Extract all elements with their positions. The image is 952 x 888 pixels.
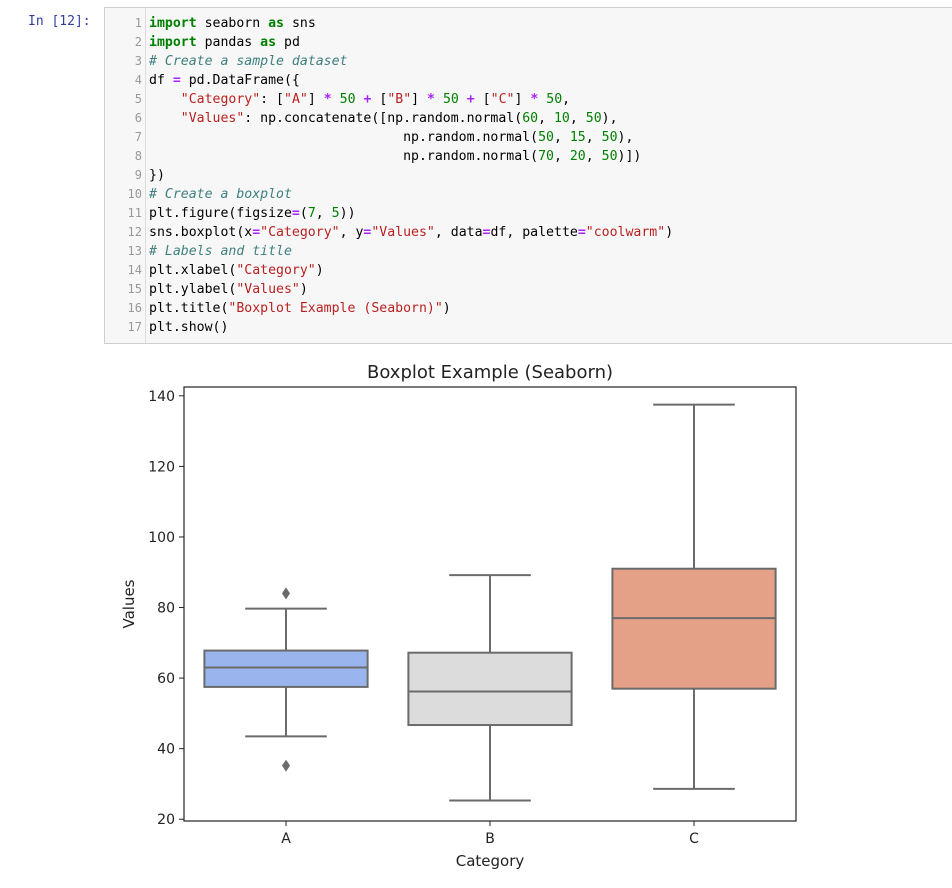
outlier-marker bbox=[282, 759, 290, 772]
line-number: 12 bbox=[127, 225, 142, 239]
line-number: 4 bbox=[134, 73, 142, 87]
line-number-gutter: 1 2 3 4 5 6 7 8 9 10 11 12 13 14 15 16 17 bbox=[105, 14, 142, 337]
y-tick-label: 40 bbox=[157, 742, 175, 758]
y-tick-label: 20 bbox=[157, 812, 175, 828]
y-axis-label: Values bbox=[120, 579, 138, 628]
line-number: 2 bbox=[134, 35, 142, 49]
line-number: 1 bbox=[134, 16, 142, 30]
line-number: 5 bbox=[134, 92, 142, 106]
code-line-4: df = pd.DataFrame({ bbox=[149, 73, 300, 88]
code-line-12: sns.boxplot(x="Category", y="Values", da… bbox=[149, 225, 674, 240]
line-number: 17 bbox=[127, 320, 142, 334]
box-b bbox=[407, 651, 573, 727]
code-line-14: plt.xlabel("Category") bbox=[149, 263, 324, 278]
y-tick-label: 80 bbox=[157, 601, 175, 617]
line-number: 13 bbox=[127, 244, 142, 258]
line-number: 8 bbox=[134, 149, 142, 163]
line-number: 3 bbox=[134, 54, 142, 68]
y-tick-label: 140 bbox=[148, 389, 175, 405]
x-tick-label: B bbox=[485, 831, 495, 847]
x-axis-label: Category bbox=[456, 852, 525, 870]
line-number: 16 bbox=[127, 301, 142, 315]
code-editor[interactable]: import seaborn as sns import pandas as p… bbox=[149, 14, 673, 337]
code-line-7: np.random.normal(50, 15, 50), bbox=[403, 130, 634, 145]
code-line-3: # Create a sample dataset bbox=[149, 54, 348, 69]
line-number: 10 bbox=[127, 187, 142, 201]
code-line-6: "Values": np.concatenate([np.random.norm… bbox=[180, 111, 618, 126]
line-number: 9 bbox=[134, 168, 142, 182]
code-line-9: }) bbox=[149, 168, 165, 183]
code-line-1: import seaborn as sns bbox=[149, 16, 316, 31]
line-number: 11 bbox=[127, 206, 142, 220]
code-line-13: # Labels and title bbox=[149, 244, 292, 259]
y-tick-label: 60 bbox=[157, 671, 175, 687]
line-number: 6 bbox=[134, 111, 142, 125]
box-a bbox=[203, 649, 369, 688]
y-tick-label: 120 bbox=[148, 459, 175, 475]
code-line-11: plt.figure(figsize=(7, 5)) bbox=[149, 206, 356, 221]
line-number: 14 bbox=[127, 263, 142, 277]
code-line-8: np.random.normal(70, 20, 50)]) bbox=[403, 149, 642, 164]
code-cell[interactable]: 1 2 3 4 5 6 7 8 9 10 11 12 13 14 15 16 17 import seaborn… bbox=[104, 7, 952, 344]
code-line-10: # Create a boxplot bbox=[149, 187, 292, 202]
line-number: 15 bbox=[127, 282, 142, 296]
code-line-5: "Category": ["A"] * 50 + ["B"] * 50 + ["… bbox=[180, 92, 571, 107]
code-line-2: import pandas as pd bbox=[149, 35, 300, 50]
code-line-16: plt.title("Boxplot Example (Seaborn)") bbox=[149, 301, 451, 316]
line-number: 7 bbox=[134, 130, 142, 144]
box-c bbox=[611, 567, 777, 690]
cell-prompt: In [12]: bbox=[28, 14, 91, 29]
outlier-marker bbox=[282, 587, 290, 600]
code-line-15: plt.ylabel("Values") bbox=[149, 282, 308, 297]
x-tick-label: A bbox=[281, 831, 291, 847]
code-line-17: plt.show() bbox=[149, 320, 229, 335]
y-tick-label: 100 bbox=[148, 530, 175, 546]
x-tick-label: C bbox=[689, 831, 699, 847]
gutter-divider bbox=[145, 8, 146, 343]
chart-title: Boxplot Example (Seaborn) bbox=[367, 362, 613, 383]
